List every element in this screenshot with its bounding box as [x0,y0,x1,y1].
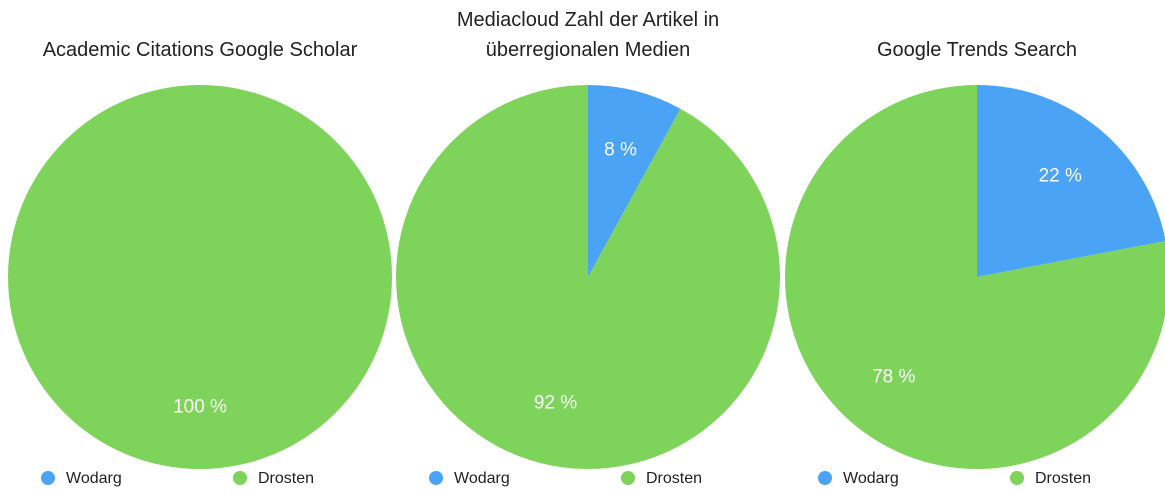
legend-marker [429,471,443,485]
pie-slice [785,85,1165,469]
value-label: 78 % [872,367,915,388]
legend-label: Drosten [1035,470,1091,487]
value-label: 22 % [1039,165,1082,186]
legend-label: Drosten [258,470,314,487]
legend-marker [41,471,55,485]
legend-label: Wodarg [66,470,122,487]
legend-marker [818,471,832,485]
legend-marker [621,471,635,485]
legend-label: Wodarg [454,470,510,487]
pie-slice [396,85,781,469]
chart-title: Mediacloud Zahl der Artikel in überregio… [456,9,720,61]
pie-slice [977,85,1165,277]
pie-slice [588,85,681,277]
chart-title: Google Trends Search [876,39,1078,61]
legend-label: Drosten [646,470,702,487]
legend-marker [1010,471,1024,485]
chart-title: Academic Citations Google Scholar [42,39,358,61]
value-label: 92 % [534,392,577,413]
legend-marker [233,471,247,485]
value-label: 8 % [604,140,637,161]
legend-label: Wodarg [843,470,899,487]
pie-slice [8,85,392,469]
value-label: 100 % [173,397,227,418]
